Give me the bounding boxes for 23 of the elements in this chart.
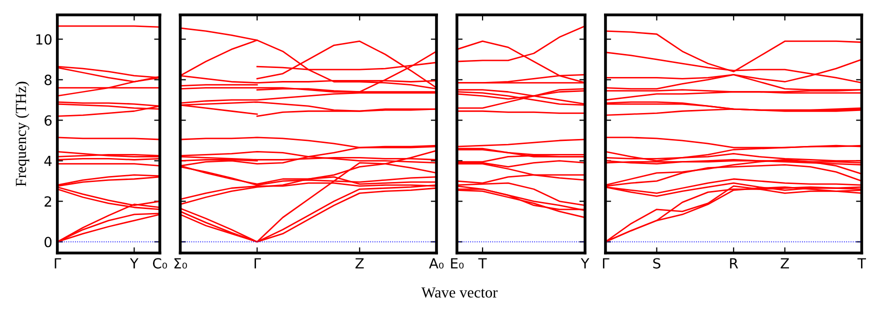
x-tick-label: R (730, 258, 738, 268)
x-tick-label: Γ (602, 258, 610, 268)
y-axis-title: Frequency (THz) (15, 82, 30, 186)
x-tick-label: Y (130, 258, 138, 268)
x-axis-title: Wave vector (421, 287, 498, 298)
x-tick-label: C₀ (152, 258, 167, 269)
x-tick-label: Z (355, 258, 364, 268)
y-tick-label: 2 (44, 196, 52, 207)
y-tick-label: 4 (44, 156, 52, 166)
x-tick-label: S (653, 258, 660, 269)
y-tick-label: 8 (44, 74, 52, 86)
x-tick-label: T (857, 258, 866, 268)
x-tick-label: T (478, 258, 487, 268)
y-tick-label: 10 (36, 34, 52, 45)
x-tick-label: Σ₀ (174, 258, 187, 269)
x-tick-label: Γ (254, 258, 261, 268)
x-tick-label: E₀ (451, 258, 464, 269)
x-tick-label: Γ (54, 258, 62, 268)
x-tick-label: A₀ (429, 258, 444, 269)
x-tick-label: Z (780, 258, 789, 268)
y-tick-label: 6 (44, 115, 52, 126)
x-tick-label: Y (580, 258, 590, 268)
y-tick-label: 0 (44, 236, 52, 248)
